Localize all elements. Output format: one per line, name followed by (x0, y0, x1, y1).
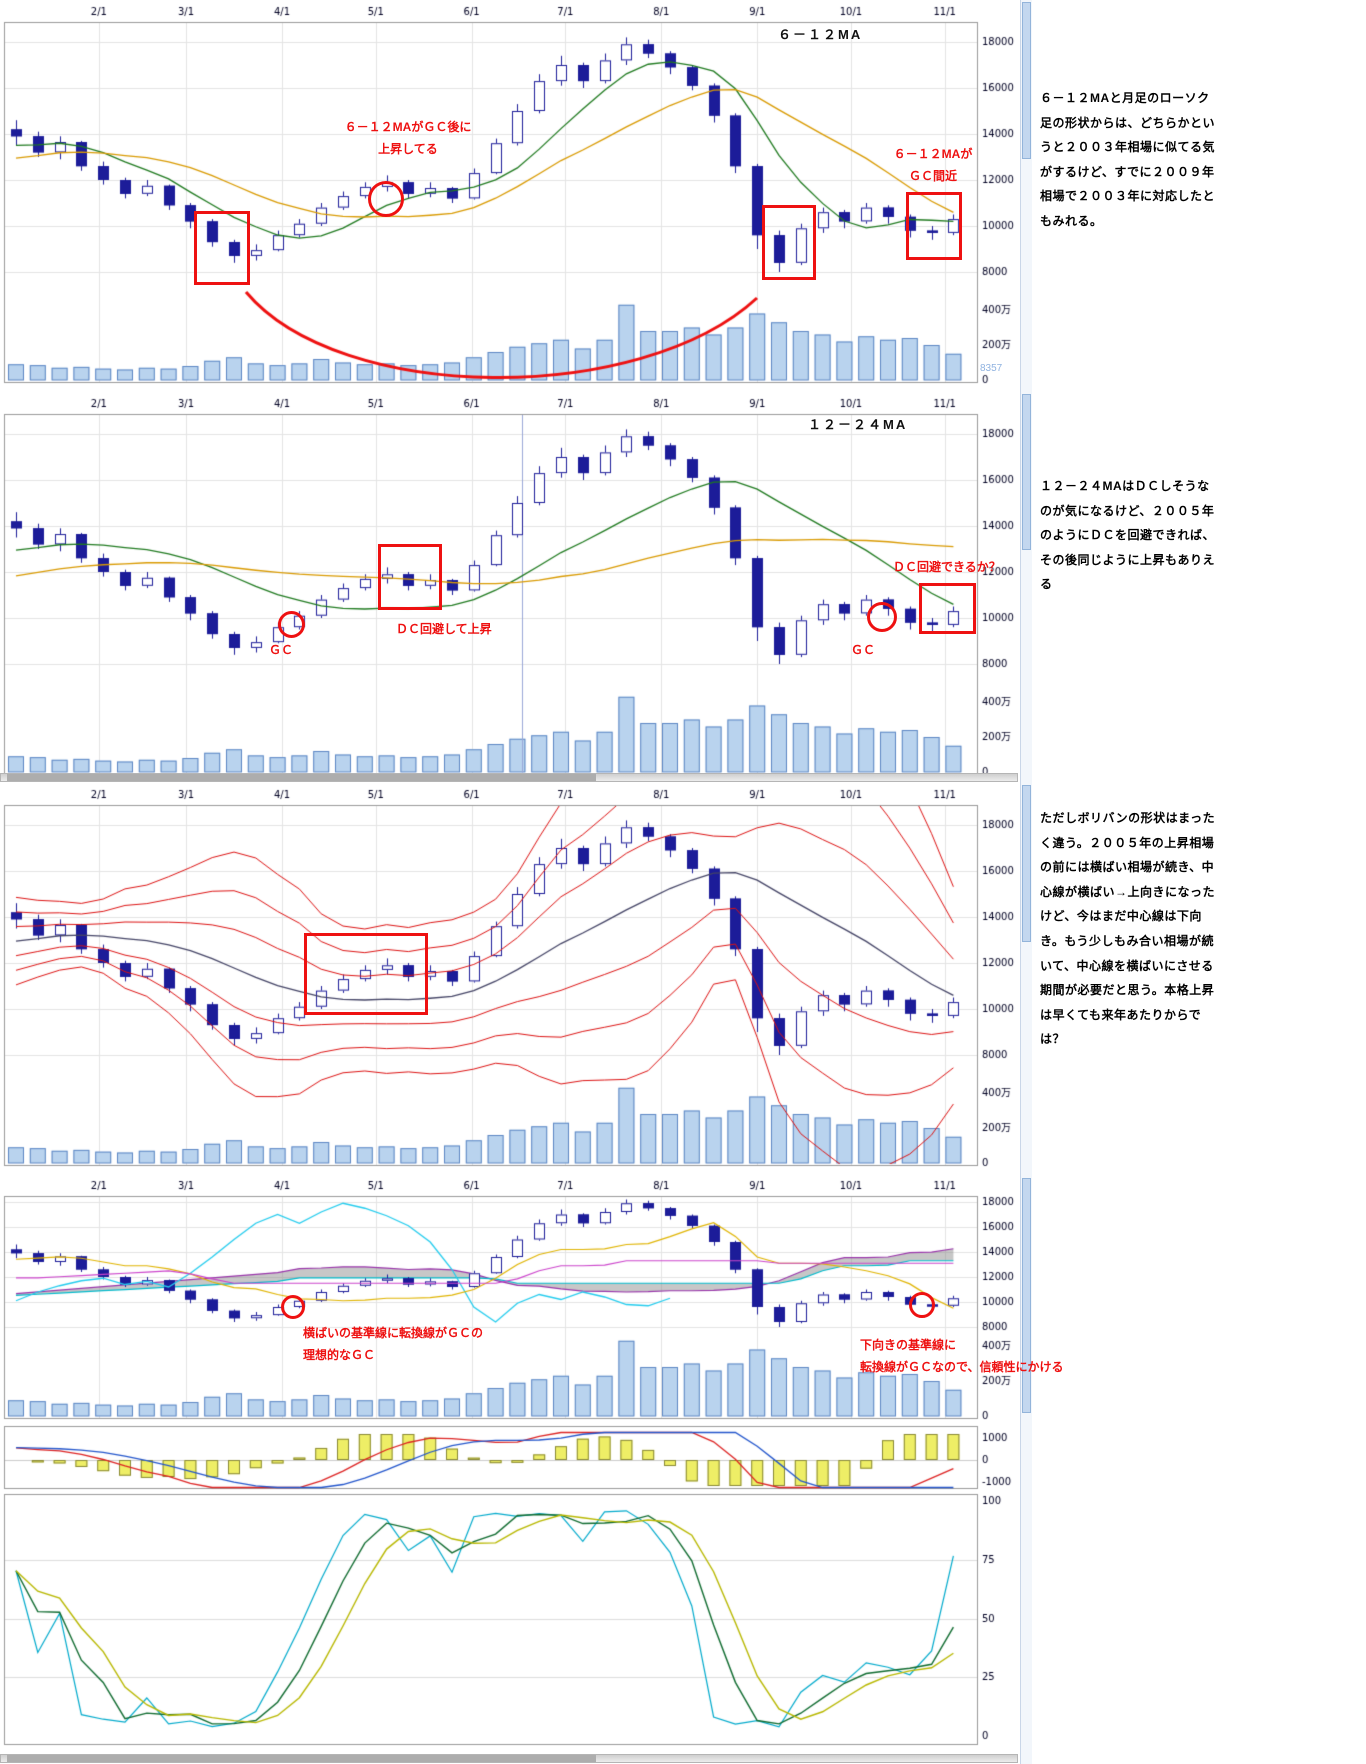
panel1-chart-canvas (0, 0, 1020, 392)
annotation-gc-near: ６－１２MAが ＧＣ間近 (893, 147, 973, 184)
annotation-ideal-gc: 横ばいの基準線に転換線がＧＣの 理想的なＧＣ (303, 1326, 484, 1363)
panel3-vscroll-thumb[interactable] (1022, 785, 1031, 943)
note-6-12ma: ６－１２MAと月足のローソク足の形状からは、どちらかというと２００３年相場に似て… (1040, 91, 1216, 228)
panel2-vertical-scrollbar[interactable] (1020, 392, 1032, 783)
annotation-gc-left: ＧＣ (269, 643, 294, 657)
highlight-rect-dc-avoid (378, 544, 442, 610)
annotation-dc-avoid-rise: ＤＣ回避して上昇 (396, 622, 492, 636)
gc-right-circle (867, 602, 897, 632)
panel2-horizontal-scrollbar[interactable] (0, 773, 1018, 782)
chart-panel-12-24ma: １２－２４MA ＧＣ ＤＣ回避して上昇 ＤＣ回避できるか？ ＧＣ (0, 392, 1032, 783)
annotation-gc-right: ＧＣ (851, 643, 876, 657)
panel4-hscroll-thumb[interactable] (7, 1755, 597, 1762)
chart-panel-ichimoku: 横ばいの基準線に転換線がＧＣの 理想的なＧＣ 下向きの基準線に 転換線がＧＣなの… (0, 1176, 1064, 1764)
note-12-24ma: １２－２４MAはＤＣしそうなのが気になるけど、２００５年のようにＤＣを回避できれ… (1040, 479, 1216, 592)
highlight-rect-september-rebound (762, 205, 816, 280)
panel1-vertical-scrollbar[interactable] (1020, 0, 1032, 392)
notes-column: ６－１２MAと月足のローソク足の形状からは、どちらかというと２００３年相場に似て… (1036, 0, 1236, 1764)
weak-gc-circle (909, 1292, 935, 1318)
panel4-vertical-scrollbar[interactable] (1020, 1176, 1032, 1764)
chart-panel-bollinger (0, 783, 1032, 1176)
annotation-gc-after-rise: ６－１２MAがＧＣ後に 上昇してる (344, 120, 472, 157)
panel4-horizontal-scrollbar[interactable] (0, 1754, 1018, 1763)
panel2-title: １２－２４MA (808, 417, 908, 432)
highlight-rect-current (906, 192, 962, 260)
annotation-weak-gc: 下向きの基準線に 転換線がＧＣなので、信頼性にかける (860, 1338, 1064, 1375)
last-value-readout: 8357 (980, 363, 1003, 374)
panel2-chart-canvas (0, 392, 1020, 783)
highlight-rect-consolidation (304, 933, 428, 1015)
highlight-rect-current-2 (919, 583, 976, 634)
panel4-vscroll-thumb[interactable] (1022, 1178, 1031, 1414)
chart-panel-6-12ma: ６－１２MA ６－１２MAがＧＣ後に 上昇してる ６－１２MAが ＧＣ間近 83… (0, 0, 1032, 392)
panel3-vertical-scrollbar[interactable] (1020, 783, 1032, 1176)
panel1-title: ６－１２MA (778, 27, 863, 42)
panel3-chart-canvas (0, 783, 1020, 1176)
gc-left-circle (278, 611, 305, 638)
highlight-rect-march-low (194, 211, 250, 285)
panel2-vscroll-thumb[interactable] (1022, 394, 1031, 551)
note-bollinger: ただしボリバンの形状はまったく違う。２００５年の上昇相場の前には横ばい相場が続き… (1040, 811, 1216, 1047)
gc-highlight-circle (368, 181, 404, 217)
annotation-dc-avoid-question: ＤＣ回避できるか？ (893, 560, 1001, 574)
panel4-chart-canvas (0, 1176, 1020, 1764)
panel2-hscroll-thumb[interactable] (7, 774, 597, 781)
panel1-vscroll-thumb[interactable] (1022, 2, 1031, 159)
ideal-gc-circle (281, 1295, 305, 1319)
